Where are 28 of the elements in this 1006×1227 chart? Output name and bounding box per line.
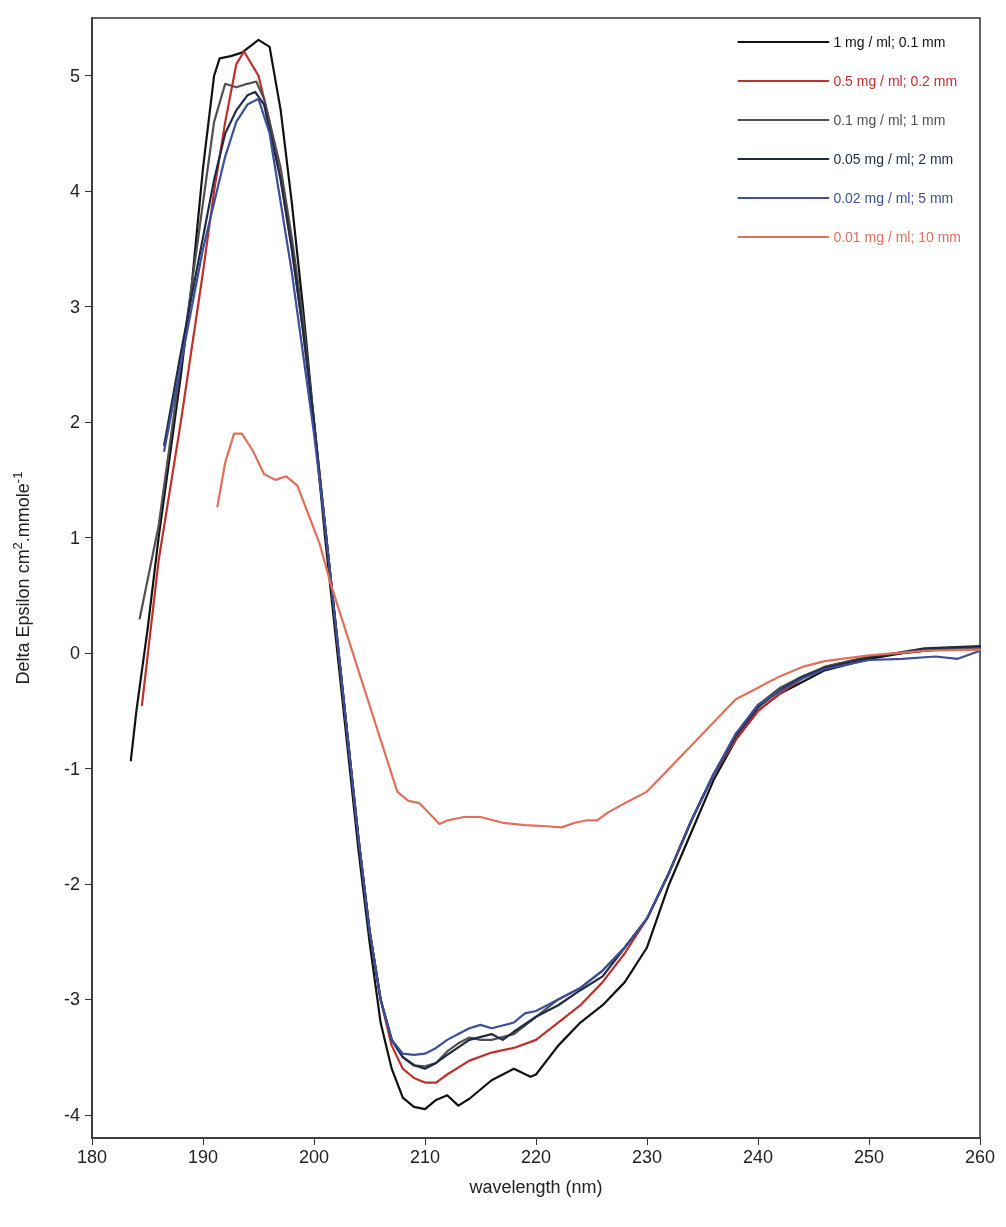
y-tick-label: 3 — [69, 296, 80, 317]
x-tick-label: 250 — [853, 1147, 885, 1167]
y-tick-label: 4 — [69, 181, 80, 202]
x-tick-label: 200 — [298, 1147, 330, 1167]
y-axis-title: Delta Epsilon cm2.mmole-1 — [10, 471, 33, 685]
y-tick-label: 2 — [69, 412, 80, 433]
y-tick-label: 5 — [69, 65, 80, 86]
text: 0.02 mg / ml; 5 mm — [833, 190, 954, 206]
x-tick-label: 190 — [187, 1147, 219, 1167]
x-tick-label: 240 — [742, 1147, 774, 1167]
y-tick-label: -1 — [63, 758, 80, 779]
y-tick-label: 0 — [69, 643, 80, 664]
x-axis-title: wavelength (nm) — [468, 1177, 603, 1197]
x-tick-label: 210 — [409, 1147, 441, 1167]
text: 0.05 mg / ml; 2 mm — [833, 151, 954, 167]
text: 0.1 mg / ml; 1 mm — [833, 112, 946, 128]
x-tick-label: 230 — [631, 1147, 663, 1167]
y-tick-label: 1 — [69, 527, 80, 548]
y-tick-label: -2 — [63, 873, 80, 894]
text: 1 mg / ml; 0.1 mm — [833, 34, 946, 50]
x-tick-label: 260 — [964, 1147, 996, 1167]
y-tick-label: -3 — [63, 989, 80, 1010]
x-tick-label: 220 — [520, 1147, 552, 1167]
x-tick-label: 180 — [76, 1147, 108, 1167]
y-tick-label: -4 — [63, 1104, 80, 1125]
line-series — [216, 432, 982, 829]
text: 0.5 mg / ml; 0.2 mm — [833, 73, 958, 89]
text: 0.01 mg / ml; 10 mm — [833, 229, 961, 245]
